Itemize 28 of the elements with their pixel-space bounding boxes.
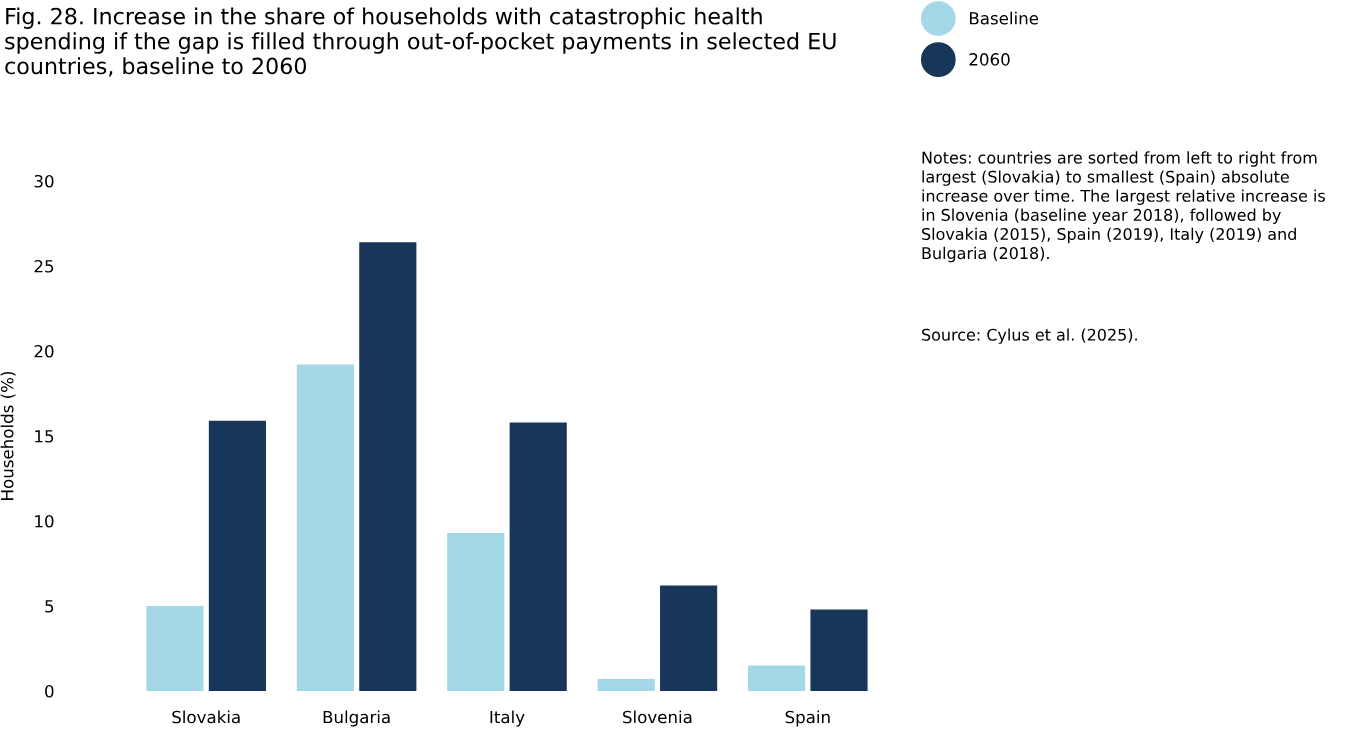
bar — [660, 585, 718, 691]
text: Notes: countries are sorted from left to right from largest (Slovakia) to smallest (Spain) absolute increase over time. The largest relative increase is in Slovenia (baseline year 2018), followed by Slovakia (2015), Spain (2019), Italy (2019) and Bulgaria (2018). — [922, 151, 1325, 263]
bar — [447, 532, 505, 691]
source-note: Source: Cylus et al. (2025). — [922, 328, 1137, 344]
y-tick-label: 0 — [45, 684, 54, 698]
y-tick-label: 10 — [35, 514, 54, 528]
bar — [146, 606, 204, 691]
x-tick-label: Spain — [785, 710, 830, 727]
y-axis-title: Households (%) — [0, 371, 16, 500]
bar — [296, 364, 354, 691]
y-tick-label: 5 — [45, 600, 54, 613]
x-tick-label: Slovakia — [172, 710, 240, 724]
chart-title: Fig. 28. Increase in the share of households with catastrophic health spending if the gap is filled through out-of-pocket payments in selected EU countries, baseline to 2060 — [5, 7, 836, 77]
bar — [597, 679, 655, 691]
bar — [810, 609, 868, 691]
x-tick-label: Slovenia — [623, 710, 692, 724]
legend-label: Baseline — [969, 11, 1039, 25]
bar — [509, 422, 567, 691]
x-tick-label: Bulgaria — [323, 710, 390, 727]
x-tick-label: Italy — [490, 710, 525, 727]
bar — [208, 420, 266, 691]
bar — [748, 665, 806, 691]
y-tick-label: 30 — [34, 174, 54, 188]
y-tick-label: 20 — [34, 344, 54, 358]
y-tick-label: 25 — [34, 259, 54, 273]
legend-label: 2060 — [969, 53, 1010, 66]
bar — [359, 242, 417, 691]
y-tick-label: 15 — [35, 430, 54, 443]
